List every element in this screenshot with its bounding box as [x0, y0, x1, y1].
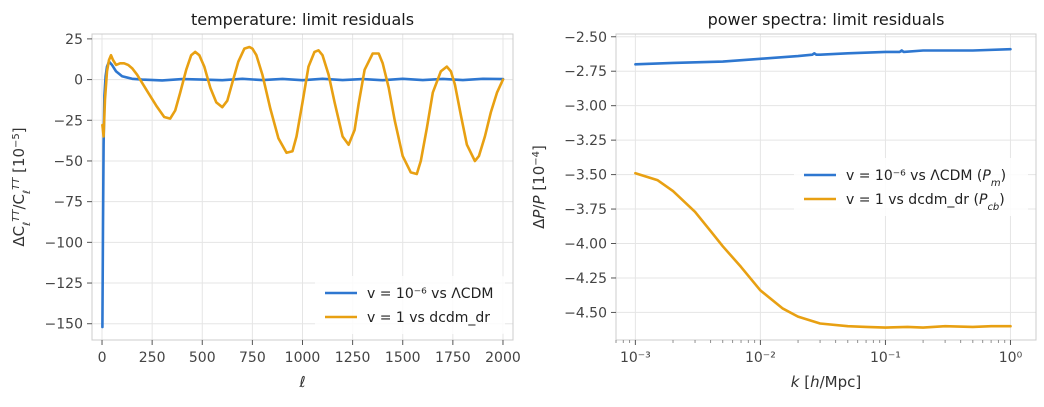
x-tick-label: 2000 [485, 350, 521, 366]
x-tick-label: 10⁻³ [620, 350, 651, 366]
chart-title: temperature: limit residuals [191, 10, 414, 29]
y-tick-label: 25 [65, 32, 83, 48]
x-tick-label: 10⁻² [745, 350, 776, 366]
temperature-panel: 0 250 500 750 1000 1250 1500 1750 2000250−25−50−… [10, 10, 521, 391]
series-line-1 [634, 171, 1012, 329]
y-tick-label: −2.75 [564, 64, 607, 80]
y-tick-label: −3.75 [564, 202, 607, 218]
svg-text:ΔCℓTT/CℓTT [10−5]: ΔCℓTT/CℓTT [10−5] [10, 127, 33, 246]
svg-text:ΔP/P [10−4]: ΔP/P [10−4] [530, 145, 548, 229]
legend-entry: v = 10⁻⁶ vs ΛCDM [367, 286, 493, 302]
y-tick-label: −125 [45, 276, 83, 292]
y-tick-label: 0 [74, 73, 83, 89]
legend: v = 10⁻⁶ vs ΛCDM (Pm) v = 1 vs dcdm_dr (P… [794, 158, 1028, 216]
y-tick-label: −150 [45, 317, 83, 333]
legend-entry: v = 1 vs dcdm_dr (Pcb) [846, 192, 1005, 213]
legend-entry: v = 1 vs dcdm_dr [367, 310, 490, 326]
x-tick-label: 1750 [435, 350, 471, 366]
y-tick-label: −3.00 [564, 99, 607, 115]
series-lines [634, 47, 1012, 329]
y-axis-label: ΔCℓTT/CℓTT [10−5] [10, 127, 33, 246]
x-tick-label: 10⁻¹ [870, 350, 901, 366]
ticks: 10⁻³ 10⁻² 10⁻¹ 10⁰ −2.50 −2.75 −3.00 −3.25 −3.50… [564, 30, 1022, 366]
x-tick-label: 1000 [285, 350, 321, 366]
ticks: 0 250 500 750 1000 1250 1500 1750 2000250−25−50−… [45, 32, 521, 366]
series-line-1 [101, 45, 505, 176]
x-tick-label: 500 [189, 350, 216, 366]
legend-box [315, 276, 505, 334]
x-tick-label: 10⁰ [999, 350, 1023, 366]
x-axis-label: ℓ [298, 373, 305, 391]
x-tick-label: 0 [98, 350, 107, 366]
power-spectra-panel: 10⁻³ 10⁻² 10⁻¹ 10⁰ −2.50 −2.75 −3.00 −3.25 −3.50… [530, 10, 1037, 391]
y-tick-label: −4.25 [564, 271, 607, 287]
plot-frame [615, 33, 1037, 341]
chart-title: power spectra: limit residuals [708, 10, 945, 29]
y-tick-label: −50 [53, 154, 83, 170]
series-lines [101, 45, 505, 329]
legend: v = 10⁻⁶ vs ΛCDM v = 1 vs dcdm_dr [315, 276, 505, 334]
y-tick-label: −4.50 [564, 305, 607, 321]
x-tick-label: 1500 [385, 350, 421, 366]
legend-box [794, 158, 1028, 216]
x-tick-label: 250 [139, 350, 166, 366]
y-tick-label: −4.00 [564, 237, 607, 253]
x-axis-label: k [h/Mpc] [791, 373, 861, 391]
legend-entry: v = 10⁻⁶ vs ΛCDM (Pm) [846, 168, 1006, 189]
x-tick-label: 1250 [335, 350, 371, 366]
y-axis-label: ΔP/P [10−4] [530, 145, 548, 229]
x-tick-label: 750 [239, 350, 266, 366]
y-tick-label: −2.50 [564, 30, 607, 46]
y-tick-label: −75 [53, 195, 83, 211]
y-tick-label: −3.50 [564, 168, 607, 184]
y-tick-label: −3.25 [564, 133, 607, 149]
y-tick-label: −100 [45, 235, 83, 251]
series-line-0 [634, 47, 1012, 66]
y-tick-label: −25 [53, 113, 83, 129]
